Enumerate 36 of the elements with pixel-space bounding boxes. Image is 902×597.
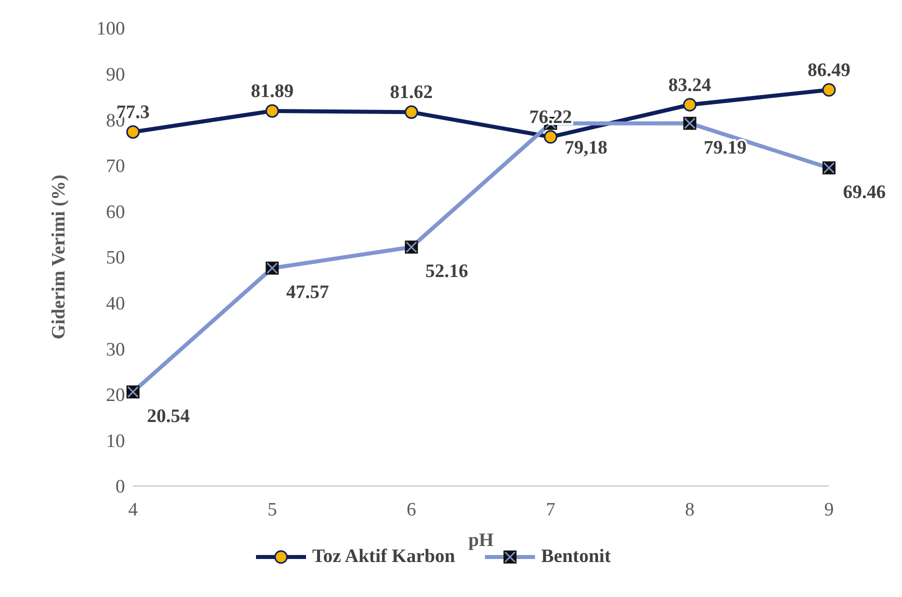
data-label: 81.89 [250, 80, 294, 102]
data-label: 52.16 [425, 261, 468, 282]
y-tick-label: 90 [106, 64, 125, 86]
data-label: 79.19 [704, 137, 747, 158]
y-tick-label: 60 [106, 202, 125, 223]
x-tick-label: 7 [546, 499, 556, 520]
legend-label: Bentonit [541, 546, 611, 568]
y-tick-label: 70 [106, 156, 125, 178]
y-tick-label: 100 [96, 18, 125, 40]
y-tick-label: 50 [106, 248, 125, 269]
data-label: 79,18 [564, 137, 608, 158]
y-tick-label: 40 [106, 294, 125, 315]
x-tick-label: 8 [685, 499, 695, 520]
x-tick-label: 6 [406, 499, 416, 520]
x-tick-label: 5 [267, 499, 277, 520]
x-tick-label: 9 [824, 499, 834, 520]
data-label: 86.49 [808, 60, 850, 81]
point [265, 104, 279, 118]
point [683, 98, 697, 112]
point [404, 105, 418, 119]
y-axis-title: Giderim Verimi (%) [48, 174, 70, 340]
point [126, 125, 140, 139]
data-label: 83.24 [668, 74, 712, 96]
data-label: 20.54 [147, 406, 190, 427]
data-label: 81.62 [390, 82, 433, 104]
data-label: 69.46 [843, 182, 886, 203]
y-tick-label: 0 [116, 476, 125, 498]
y-tick-label: 10 [106, 430, 125, 452]
y-tick-label: 20 [106, 385, 125, 406]
x-tick-label: 4 [128, 499, 138, 520]
point [544, 130, 558, 144]
data-label: 47.57 [286, 282, 330, 304]
y-tick-label: 30 [106, 339, 125, 360]
legend-label: Toz Aktif Karbon [312, 546, 456, 568]
point [822, 83, 836, 97]
x-axis-title: pH [468, 530, 494, 551]
